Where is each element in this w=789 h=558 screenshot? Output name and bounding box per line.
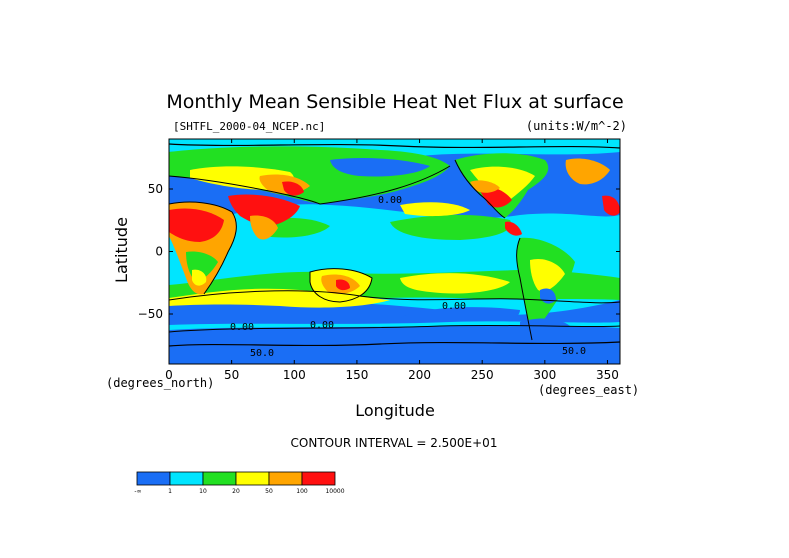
- colorbar-swatch: [235, 471, 270, 486]
- colorbar-label: 10: [199, 488, 207, 495]
- colorbar-swatch: [202, 471, 237, 486]
- contour-line: [169, 143, 620, 149]
- flux-region: [390, 214, 511, 240]
- flux-region: [505, 221, 522, 236]
- colorbar-swatch: [136, 471, 171, 486]
- flux-region: [602, 195, 620, 216]
- contour-label: 0.00: [378, 195, 402, 206]
- colorbar-swatch: [268, 471, 303, 486]
- chart-subtitle-right: (units:W/m^-2): [526, 119, 627, 133]
- y-axis-label: Latitude: [112, 217, 131, 283]
- y-axis: 50 0 −50: [138, 182, 620, 321]
- contour-label: 50.0: [562, 346, 586, 357]
- flux-region: [520, 318, 570, 340]
- x-tick-label: 250: [471, 368, 494, 382]
- contour-line: [454, 159, 506, 219]
- flux-region: [400, 273, 510, 294]
- contour-line: [169, 165, 451, 205]
- contour-line: [169, 201, 237, 295]
- contour-line: [169, 324, 620, 333]
- colorbar-label: 50: [265, 488, 273, 495]
- flux-region: [336, 279, 350, 291]
- colorbar-label: 10000: [325, 488, 344, 495]
- x-axis: 0 50 100 150 200 250 300 350: [165, 139, 619, 382]
- contour-line: [309, 268, 373, 303]
- y-tick-label: 50: [148, 182, 163, 196]
- contour-line: [516, 237, 533, 341]
- contour-interval-text: CONTOUR INTERVAL = 2.500E+01: [291, 436, 498, 450]
- colorbar-label: 1: [168, 488, 172, 495]
- x-tick-label: 150: [345, 368, 368, 382]
- x-tick-label: 350: [596, 368, 619, 382]
- flux-region: [192, 269, 207, 286]
- colorbar-label: 20: [232, 488, 240, 495]
- x-tick-label: 0: [165, 368, 173, 382]
- x-tick-label: 300: [533, 368, 556, 382]
- colorbar-label: 100: [296, 488, 308, 495]
- flux-region: [169, 208, 224, 242]
- y-tick-label: 0: [155, 245, 163, 259]
- x-tick-label: 50: [224, 368, 239, 382]
- colorbar: -∞ 1 10 20 50 100 10000: [134, 471, 345, 495]
- continent: [228, 194, 300, 227]
- contour-label: 0.00: [310, 320, 334, 331]
- continent: [169, 325, 620, 364]
- x-axis-label: Longitude: [355, 401, 435, 420]
- continent: [565, 158, 610, 185]
- flux-region: [400, 202, 470, 217]
- flux-region: [330, 158, 430, 177]
- plot-area: 0.00 0.00 0.00 0.00 50.0 50.0: [169, 139, 620, 364]
- flux-region: [250, 215, 278, 240]
- colorbar-label: -∞: [134, 488, 141, 495]
- chart-title: Monthly Mean Sensible Heat Net Flux at s…: [166, 91, 623, 113]
- flux-region: [530, 258, 565, 292]
- flux-region: [282, 181, 304, 196]
- chart-subtitle-left: [SHTFL_2000-04_NCEP.nc]: [173, 120, 325, 133]
- y-unit-note: (degrees_north): [106, 376, 214, 390]
- colorbar-swatch: [301, 471, 336, 486]
- contour-label: 0.00: [442, 301, 466, 312]
- contour-line: [169, 290, 620, 304]
- contour-label: 50.0: [250, 348, 274, 359]
- flux-region: [470, 166, 535, 204]
- contour-label: 0.00: [230, 322, 254, 333]
- y-tick-label: −50: [138, 307, 163, 321]
- flux-region: [470, 180, 500, 193]
- x-tick-label: 100: [283, 368, 306, 382]
- x-tick-label: 200: [408, 368, 431, 382]
- colorbar-swatch: [169, 471, 204, 486]
- x-unit-note: (degrees_east): [538, 383, 639, 397]
- contour-line: [169, 341, 620, 347]
